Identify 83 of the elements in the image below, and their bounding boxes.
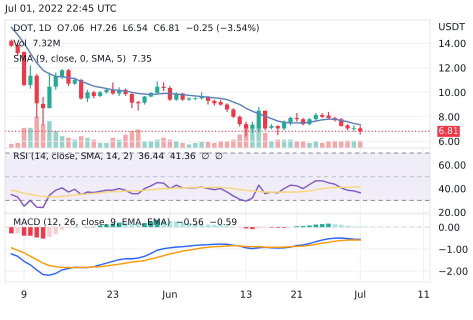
y-axis-title: USDT — [439, 22, 466, 30]
bar — [320, 224, 324, 228]
bar — [155, 140, 160, 148]
bar — [338, 224, 344, 228]
bar — [78, 136, 84, 148]
candlestick — [193, 96, 198, 101]
bar — [130, 224, 134, 228]
bar — [22, 128, 26, 148]
bar — [231, 140, 236, 148]
candlestick — [136, 100, 140, 112]
bar — [269, 141, 274, 148]
y-tick-label: 0.00 — [438, 224, 460, 231]
annotation: RSI (14, close, SMA, 14, 2) 36.44 41.36 ∅ ∅ — [14, 152, 222, 160]
bar — [60, 136, 64, 148]
x-tick-label: Jun — [162, 290, 177, 300]
bar — [237, 134, 242, 148]
bar — [212, 224, 217, 228]
line-series — [10, 180, 361, 208]
y-tick-label: 20.00 — [439, 208, 466, 216]
candlestick — [47, 72, 52, 109]
bar — [218, 224, 223, 228]
bar — [276, 140, 280, 148]
bar — [54, 131, 58, 148]
bar — [47, 227, 52, 237]
candlestick — [79, 78, 84, 100]
bar — [136, 129, 140, 148]
line-series — [10, 239, 361, 268]
bar — [326, 224, 331, 228]
bar — [40, 227, 46, 239]
bar — [332, 141, 338, 148]
bar — [15, 227, 20, 234]
bar — [174, 141, 178, 148]
x-tick-label: 21 — [291, 290, 302, 298]
y-tick-label: 10.00 — [439, 88, 466, 96]
candlestick — [54, 72, 58, 90]
candlestick — [155, 80, 160, 94]
chart-title: Jul 01, 2022 22:45 UTC — [4, 4, 116, 14]
y-tick-label: 60.00 — [439, 161, 466, 169]
bar — [34, 227, 39, 238]
bar — [218, 141, 223, 148]
x-tick-label: 13 — [240, 290, 252, 298]
bar — [174, 222, 178, 228]
bar — [92, 140, 96, 148]
bar — [72, 140, 77, 148]
bar — [300, 141, 306, 148]
y-tick-label: 6.00 — [439, 138, 460, 146]
bar — [34, 116, 39, 148]
bar — [47, 121, 52, 148]
bar — [332, 224, 338, 228]
bar — [314, 224, 318, 228]
y-tick-label: 40.00 — [438, 185, 466, 192]
x-tick-label: 9 — [22, 290, 26, 298]
y-tick-label: −2.00 — [439, 268, 468, 275]
y-tick-label: 8.00 — [438, 113, 460, 121]
y-tick-label: −1.00 — [439, 246, 468, 253]
candlestick — [60, 68, 64, 80]
bar — [294, 141, 300, 148]
x-tick-label: 11 — [418, 290, 429, 298]
bar — [28, 128, 33, 148]
annotation: DOT, 1D O7.06 H7.26 L6.54 C6.81 −0.25 (−3.54%) — [14, 24, 259, 32]
bar — [314, 141, 318, 148]
x-tick-label: 23 — [107, 290, 118, 298]
candlestick — [238, 114, 242, 128]
candlestick — [130, 92, 134, 109]
bar — [199, 142, 204, 148]
bar — [54, 227, 58, 234]
bar — [9, 227, 14, 234]
bar — [262, 132, 268, 148]
y-tick-label: 14.00 — [439, 40, 466, 48]
candlestick — [294, 112, 299, 122]
bar — [116, 140, 122, 148]
candlestick — [28, 64, 32, 90]
bar — [338, 141, 344, 148]
bar — [116, 222, 122, 228]
ref-line-label: 6.81 — [439, 127, 458, 134]
candlestick — [85, 89, 90, 103]
y-tick-label: 12.00 — [439, 64, 466, 72]
line-series — [10, 237, 361, 276]
bar — [130, 131, 134, 148]
candlestick — [231, 108, 236, 119]
x-tick-label: Jul — [354, 290, 366, 300]
bar — [40, 124, 46, 148]
line-series — [10, 186, 361, 198]
